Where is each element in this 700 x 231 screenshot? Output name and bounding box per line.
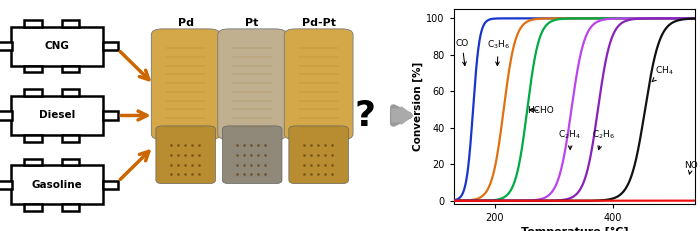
Bar [25, 204, 42, 211]
Text: ?: ? [354, 98, 375, 133]
Bar [25, 135, 42, 142]
Bar [0, 42, 12, 50]
FancyBboxPatch shape [223, 126, 282, 184]
FancyBboxPatch shape [218, 29, 286, 140]
Bar [62, 204, 79, 211]
Bar [25, 89, 42, 96]
FancyBboxPatch shape [11, 96, 103, 135]
FancyBboxPatch shape [151, 29, 220, 140]
Text: HCHO: HCHO [527, 106, 554, 115]
Bar [25, 20, 42, 27]
FancyBboxPatch shape [156, 126, 216, 184]
Text: NO: NO [685, 161, 698, 174]
FancyArrow shape [392, 107, 413, 124]
Text: CH$_4$: CH$_4$ [652, 64, 674, 82]
Text: C$_2$H$_4$: C$_2$H$_4$ [559, 128, 582, 149]
Y-axis label: Conversion [%]: Conversion [%] [413, 62, 424, 152]
Bar [103, 42, 118, 50]
Text: CNG: CNG [45, 41, 70, 51]
Bar [62, 66, 79, 72]
Bar [25, 66, 42, 72]
Bar [0, 111, 12, 120]
Bar [25, 159, 42, 165]
Bar [62, 89, 79, 96]
Bar [103, 181, 118, 189]
Text: C$_2$H$_6$: C$_2$H$_6$ [592, 128, 615, 150]
Text: Diesel: Diesel [39, 110, 76, 121]
Text: Pd: Pd [178, 18, 194, 28]
FancyBboxPatch shape [11, 165, 103, 204]
X-axis label: Temperature [°C]: Temperature [°C] [521, 226, 628, 231]
Text: Pt: Pt [246, 18, 259, 28]
FancyBboxPatch shape [284, 29, 353, 140]
Text: Pd-Pt: Pd-Pt [302, 18, 336, 28]
Bar [62, 159, 79, 165]
Text: C$_3$H$_6$: C$_3$H$_6$ [486, 39, 510, 66]
Bar [0, 181, 12, 189]
Bar [103, 111, 118, 120]
FancyBboxPatch shape [289, 126, 349, 184]
Bar [62, 135, 79, 142]
Bar [62, 20, 79, 27]
Text: CO: CO [456, 39, 468, 66]
Text: Gasoline: Gasoline [32, 180, 83, 190]
FancyBboxPatch shape [11, 27, 103, 66]
